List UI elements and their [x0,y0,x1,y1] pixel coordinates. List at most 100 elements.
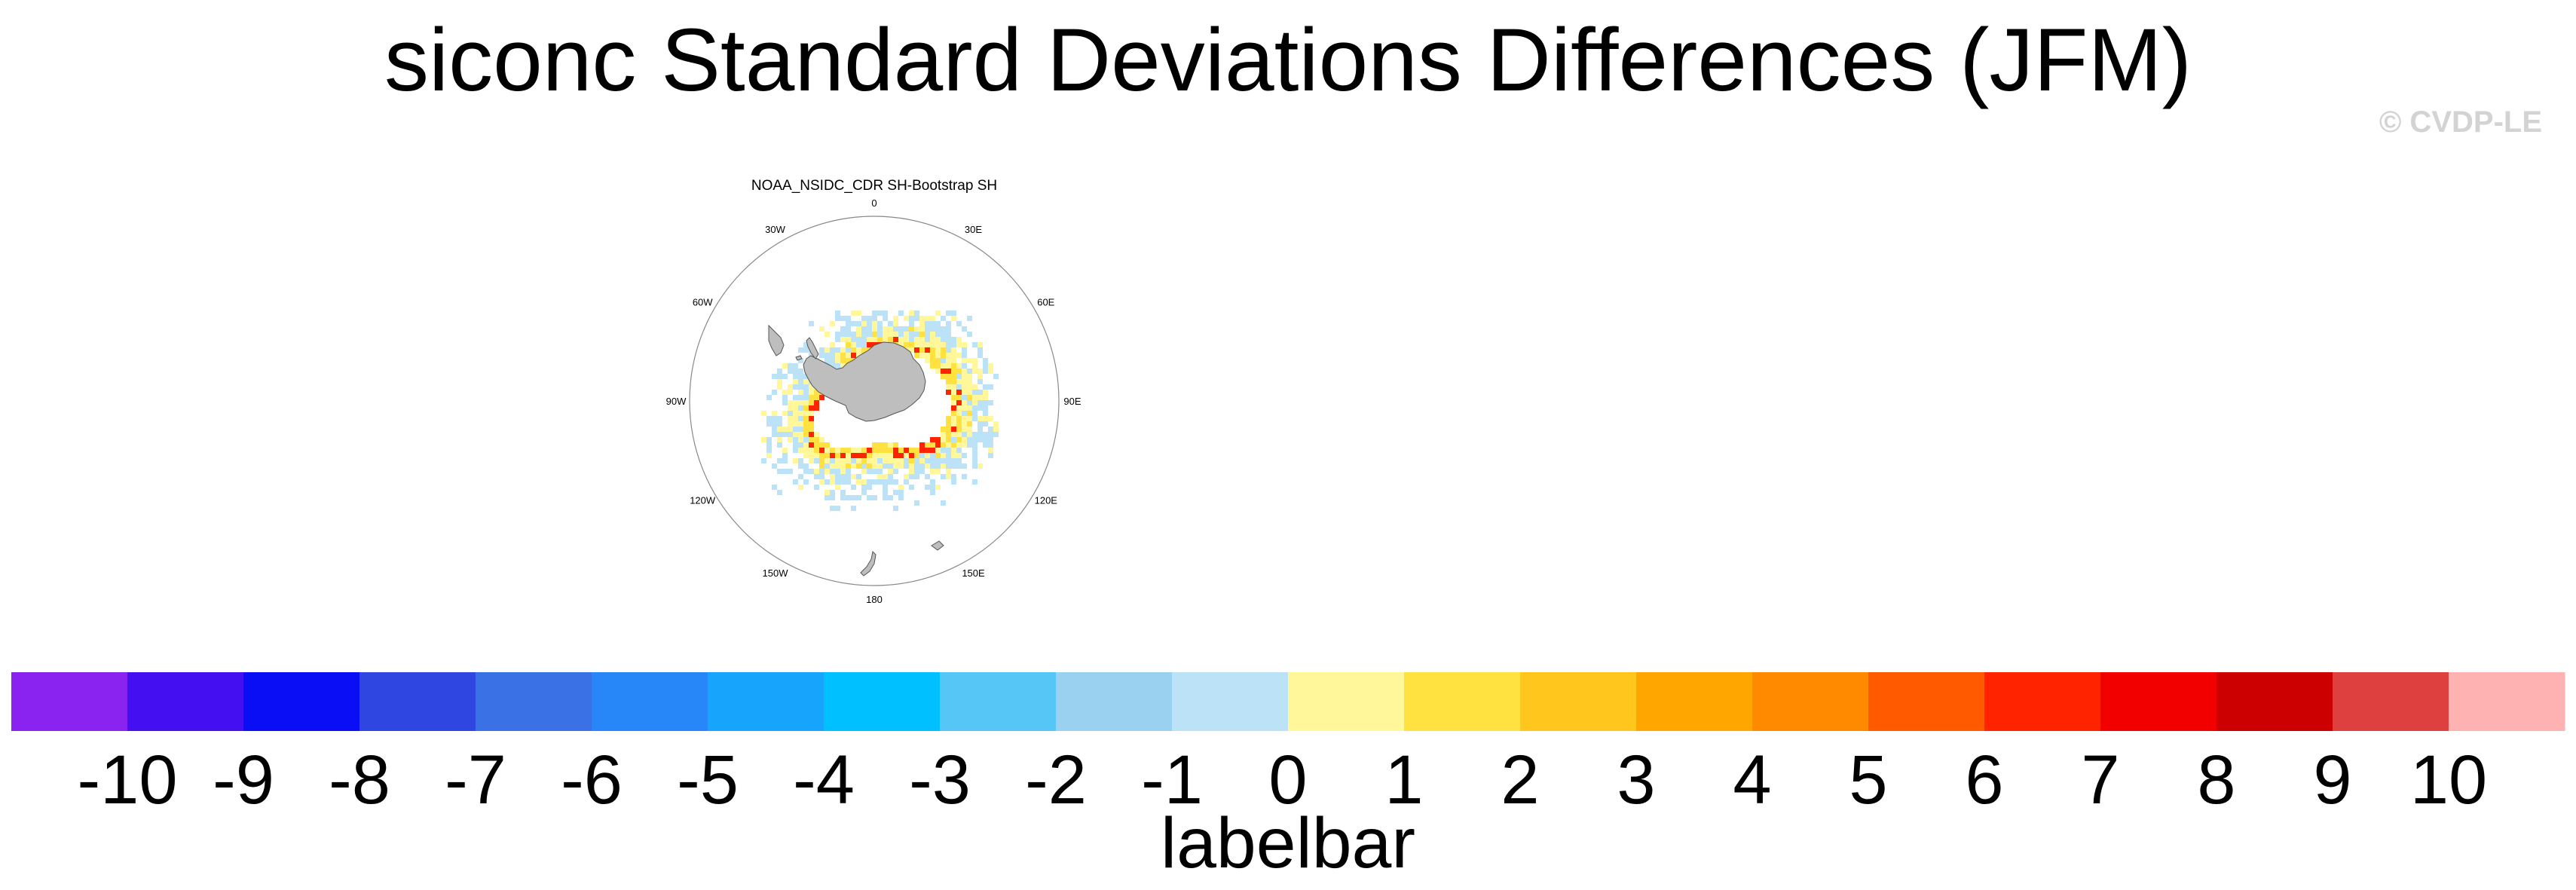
ice-cell [972,384,977,390]
ice-cell [840,316,846,321]
colorbar-box [2333,672,2449,731]
ice-cell [935,321,941,326]
ice-cell [888,321,893,326]
ice-cell [883,495,888,500]
ice-cell [835,337,840,342]
ice-cell [793,416,798,421]
ice-cell [967,442,972,448]
ice-cell [803,347,809,353]
ice-cell [809,442,814,448]
colorbar-box [11,672,128,731]
ice-cell [909,337,914,342]
ice-cell [941,442,946,448]
ice-cell [935,442,941,448]
ice-cell [809,437,814,442]
ice-cell [835,458,840,463]
ice-cell [851,458,856,463]
ice-cell [867,332,872,337]
ice-cell [925,453,930,458]
ice-cell [798,485,803,490]
ice-cell [967,390,972,395]
ice-cell [777,442,782,448]
ice-cell [809,405,814,411]
antarctic-peninsula-land [806,337,819,359]
ice-cell [851,453,856,458]
ice-cell [946,463,951,469]
ice-cell [935,437,941,442]
ice-cell [872,442,877,448]
ice-cell [893,448,898,453]
ice-cell [967,416,972,421]
ice-cell [919,332,925,337]
ice-cell [803,379,809,384]
ice-cell [904,337,909,342]
ice-cell [872,448,877,453]
ice-cell [914,347,919,353]
ice-cell [835,479,840,485]
ice-cell [930,485,935,490]
colorbar-tick-label: -4 [793,742,855,818]
ice-cell [946,358,951,363]
ice-cell [919,342,925,347]
ice-cell [777,427,782,432]
ice-cell [814,400,819,405]
ice-cell [798,379,803,384]
ice-cell [988,442,993,448]
ice-cell [967,427,972,432]
ice-cell [840,448,846,453]
ice-cell [935,310,941,316]
ice-cell [851,347,856,353]
ice-cell [972,395,977,400]
ice-cell [851,463,856,469]
ice-cell [983,405,988,411]
ice-cell [898,342,904,347]
ice-cell [867,463,872,469]
ice-cell [877,469,883,474]
ice-cell [798,427,803,432]
ice-cell [904,448,909,453]
ice-cell [993,427,999,432]
ice-cell [798,384,803,390]
credit-label: © CVDP-LE [2379,106,2542,139]
ice-cell [793,411,798,416]
ice-cell [951,379,956,384]
ice-cell [946,427,951,432]
ice-cell [909,469,914,474]
ice-cell [803,411,809,416]
ice-cell [893,326,898,332]
ice-cell [819,437,825,442]
ice-cell [777,432,782,437]
ice-cell [893,463,898,469]
colorbar-tick-label: -6 [561,742,623,818]
colorbar-box [2100,672,2217,731]
ice-cell [925,332,930,337]
ice-cell [972,416,977,421]
ice-cell [898,448,904,453]
ice-cell [883,479,888,485]
ice-cell [956,463,962,469]
ice-cell [893,458,898,463]
ice-cell [941,342,946,347]
ice-cell [951,453,956,458]
ice-cell [951,463,956,469]
ice-cell [798,395,803,400]
ice-cell [803,453,809,458]
ice-cell [846,458,851,463]
ice-cell [925,316,930,321]
ice-cell [856,347,861,353]
ice-cell [861,479,867,485]
south-america-land [768,324,785,356]
ice-cell [830,448,835,453]
colorbar-tick-label: -9 [213,742,274,818]
ice-cell [935,458,941,463]
longitude-label: 90W [666,396,687,407]
ice-cell [861,316,867,321]
ice-cell [846,321,851,326]
ice-cell [941,458,946,463]
longitude-label: 60W [693,297,713,308]
ice-cell [830,506,835,511]
ice-cell [946,442,951,448]
ice-cell [888,448,893,453]
colorbar-box [708,672,825,731]
ice-cell [772,411,777,416]
